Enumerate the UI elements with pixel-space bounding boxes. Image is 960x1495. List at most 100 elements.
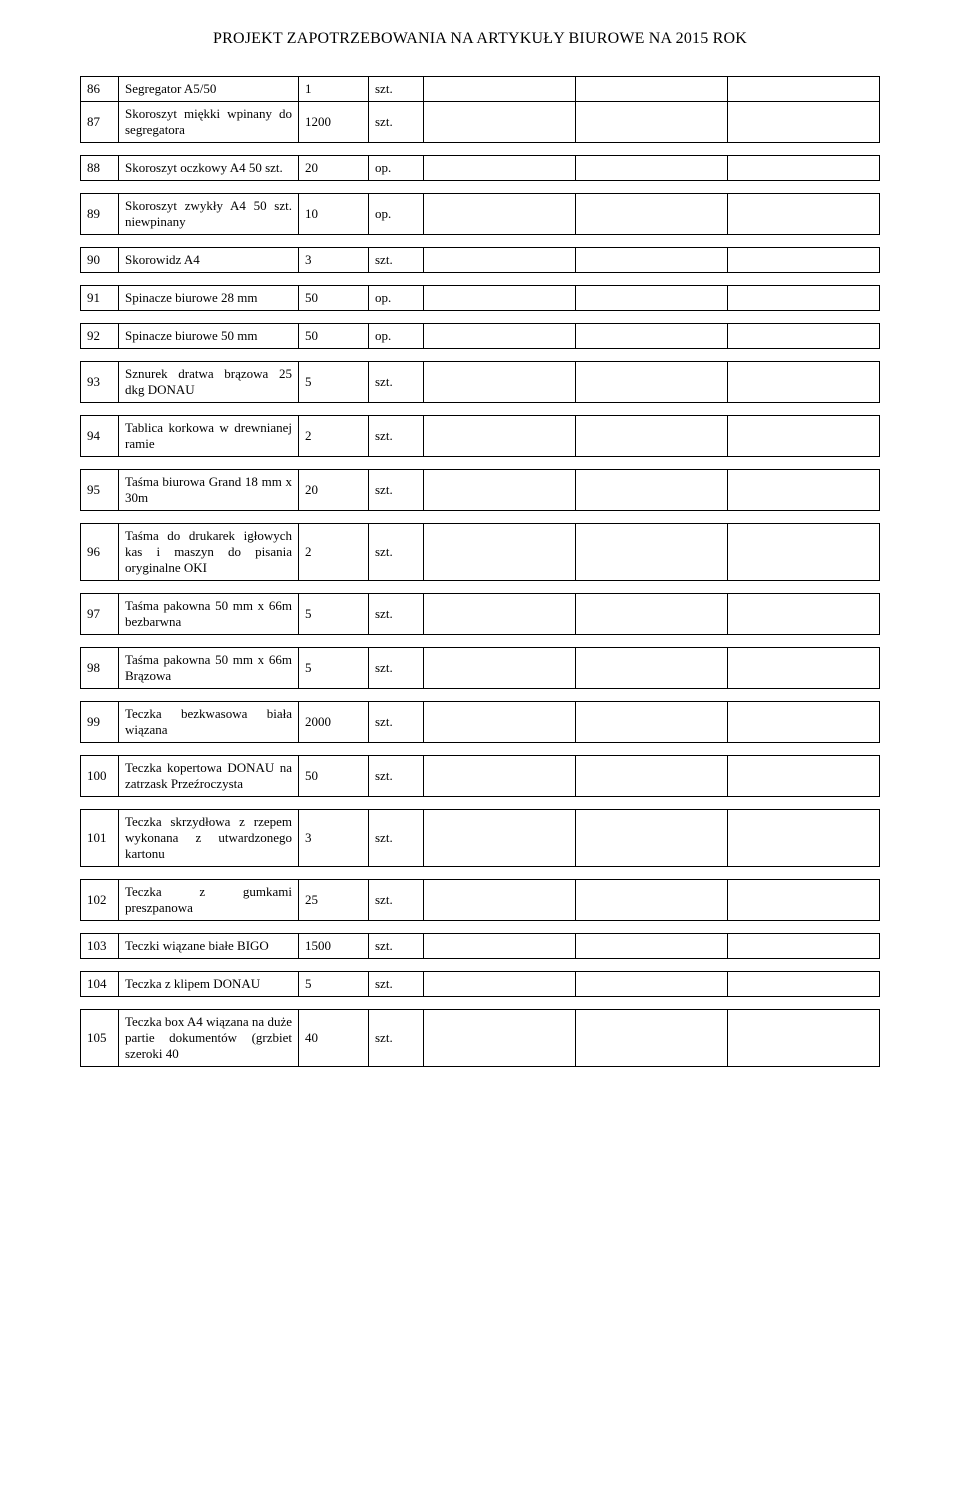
empty-cell (576, 102, 728, 143)
table-row: 89Skoroszyt zwykły A4 50 szt. niewpinany… (81, 194, 880, 235)
item-quantity: 2 (299, 524, 369, 581)
item-description: Skoroszyt miękki wpinany do segregatora (119, 102, 299, 143)
table-row: 99Teczka bezkwasowa biała wiązana2000szt… (81, 702, 880, 743)
item-quantity: 10 (299, 194, 369, 235)
empty-cell (576, 972, 728, 997)
table-row: 86Segregator A5/501szt. (81, 77, 880, 102)
item-quantity: 2000 (299, 702, 369, 743)
empty-cell (728, 248, 880, 273)
row-number: 98 (81, 648, 119, 689)
supply-table-group: 92Spinacze biurowe 50 mm50op. (80, 323, 880, 349)
item-description: Teczka box A4 wiązana na duże partie dok… (119, 1010, 299, 1067)
item-unit: szt. (369, 594, 424, 635)
item-description: Taśma pakowna 50 mm x 66m Brązowa (119, 648, 299, 689)
item-unit: szt. (369, 880, 424, 921)
item-quantity: 50 (299, 286, 369, 311)
empty-cell (728, 286, 880, 311)
item-quantity: 3 (299, 248, 369, 273)
supply-table-group: 101Teczka skrzydłowa z rzepem wykonana z… (80, 809, 880, 867)
item-description: Spinacze biurowe 50 mm (119, 324, 299, 349)
row-number: 101 (81, 810, 119, 867)
empty-cell (424, 524, 576, 581)
supply-table-group: 96Taśma do drukarek igłowych kas i maszy… (80, 523, 880, 581)
empty-cell (576, 594, 728, 635)
empty-cell (424, 286, 576, 311)
supply-table-group: 93Sznurek dratwa brązowa 25 dkg DONAU5sz… (80, 361, 880, 403)
supply-table-group: 89Skoroszyt zwykły A4 50 szt. niewpinany… (80, 193, 880, 235)
row-number: 100 (81, 756, 119, 797)
empty-cell (424, 416, 576, 457)
table-row: 101Teczka skrzydłowa z rzepem wykonana z… (81, 810, 880, 867)
row-number: 89 (81, 194, 119, 235)
item-description: Teczki wiązane białe BIGO (119, 934, 299, 959)
row-number: 93 (81, 362, 119, 403)
empty-cell (728, 934, 880, 959)
supply-table-group: 102Teczka z gumkami preszpanowa25szt. (80, 879, 880, 921)
item-description: Taśma biurowa Grand 18 mm x 30m (119, 470, 299, 511)
item-description: Teczka skrzydłowa z rzepem wykonana z ut… (119, 810, 299, 867)
empty-cell (728, 810, 880, 867)
supply-table-group: 86Segregator A5/501szt.87Skoroszyt miękk… (80, 76, 880, 143)
empty-cell (728, 194, 880, 235)
item-unit: op. (369, 156, 424, 181)
empty-cell (424, 594, 576, 635)
table-row: 102Teczka z gumkami preszpanowa25szt. (81, 880, 880, 921)
empty-cell (728, 594, 880, 635)
row-number: 104 (81, 972, 119, 997)
item-description: Tablica korkowa w drewnianej ramie (119, 416, 299, 457)
empty-cell (576, 524, 728, 581)
table-row: 97Taśma pakowna 50 mm x 66m bezbarwna5sz… (81, 594, 880, 635)
empty-cell (576, 416, 728, 457)
item-description: Teczka kopertowa DONAU na zatrzask Przeź… (119, 756, 299, 797)
item-quantity: 1500 (299, 934, 369, 959)
row-number: 97 (81, 594, 119, 635)
row-number: 103 (81, 934, 119, 959)
page: PROJEKT ZAPOTRZEBOWANIA NA ARTYKUŁY BIUR… (0, 0, 960, 1097)
row-number: 96 (81, 524, 119, 581)
table-row: 104Teczka z klipem DONAU5szt. (81, 972, 880, 997)
item-unit: szt. (369, 470, 424, 511)
row-number: 88 (81, 156, 119, 181)
empty-cell (424, 470, 576, 511)
empty-cell (576, 756, 728, 797)
empty-cell (576, 470, 728, 511)
item-unit: szt. (369, 1010, 424, 1067)
item-unit: szt. (369, 756, 424, 797)
supply-table-group: 95Taśma biurowa Grand 18 mm x 30m20szt. (80, 469, 880, 511)
empty-cell (728, 156, 880, 181)
item-quantity: 20 (299, 156, 369, 181)
empty-cell (728, 524, 880, 581)
empty-cell (424, 194, 576, 235)
item-description: Spinacze biurowe 28 mm (119, 286, 299, 311)
table-row: 94Tablica korkowa w drewnianej ramie2szt… (81, 416, 880, 457)
empty-cell (424, 324, 576, 349)
row-number: 86 (81, 77, 119, 102)
table-row: 93Sznurek dratwa brązowa 25 dkg DONAU5sz… (81, 362, 880, 403)
empty-cell (728, 470, 880, 511)
empty-cell (576, 194, 728, 235)
item-quantity: 5 (299, 594, 369, 635)
item-quantity: 5 (299, 362, 369, 403)
row-number: 99 (81, 702, 119, 743)
row-number: 87 (81, 102, 119, 143)
empty-cell (728, 756, 880, 797)
supply-table-group: 88Skoroszyt oczkowy A4 50 szt.20op. (80, 155, 880, 181)
empty-cell (576, 156, 728, 181)
item-quantity: 2 (299, 416, 369, 457)
empty-cell (576, 934, 728, 959)
item-description: Skoroszyt oczkowy A4 50 szt. (119, 156, 299, 181)
table-row: 87Skoroszyt miękki wpinany do segregator… (81, 102, 880, 143)
item-quantity: 1200 (299, 102, 369, 143)
row-number: 91 (81, 286, 119, 311)
item-unit: szt. (369, 810, 424, 867)
empty-cell (576, 880, 728, 921)
table-row: 100Teczka kopertowa DONAU na zatrzask Pr… (81, 756, 880, 797)
empty-cell (728, 1010, 880, 1067)
supply-table-group: 103Teczki wiązane białe BIGO1500szt. (80, 933, 880, 959)
item-unit: op. (369, 324, 424, 349)
item-description: Taśma pakowna 50 mm x 66m bezbarwna (119, 594, 299, 635)
empty-cell (424, 880, 576, 921)
item-description: Teczka bezkwasowa biała wiązana (119, 702, 299, 743)
empty-cell (576, 286, 728, 311)
row-number: 102 (81, 880, 119, 921)
